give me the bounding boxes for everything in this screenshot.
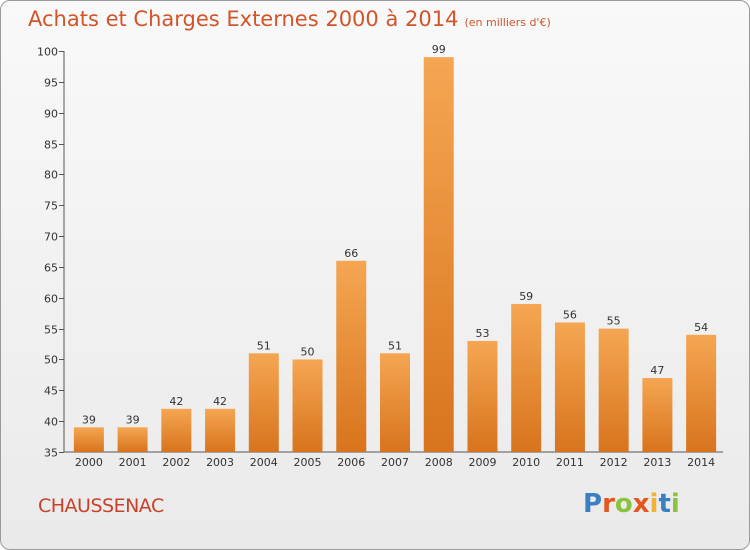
bar [380,353,410,452]
bar-value-label: 99 [432,43,446,56]
bar [73,427,104,452]
y-tick-label: 35 [44,447,58,460]
x-tick-label: 2001 [119,456,147,469]
y-tick-label: 90 [44,108,58,121]
x-tick-label: 2008 [425,456,453,469]
y-tick-label: 40 [44,416,58,429]
bar [467,340,498,452]
town-name: CHAUSSENAC [38,495,164,517]
bar [554,322,585,452]
y-tick-label: 65 [44,262,58,275]
x-tick-label: 2004 [250,456,278,469]
bar [598,328,629,452]
y-tick-label: 100 [37,46,58,59]
bar-value-label: 55 [607,315,621,328]
y-tick-label: 60 [44,293,58,306]
x-tick-label: 2000 [75,456,103,469]
chart-title-text: Achats et Charges Externes 2000 à 2014 [28,7,459,31]
logo-letter: i [670,489,680,519]
x-tick-label: 2002 [162,456,190,469]
y-tick-label: 50 [44,354,58,367]
logo-letter: r [602,489,615,519]
bar [117,427,148,452]
y-tick-label: 80 [44,169,58,182]
bar-value-label: 51 [257,339,271,352]
bar-value-label: 51 [388,339,402,352]
y-tick-label: 75 [44,200,58,213]
bar [161,408,192,452]
y-tick-label: 70 [44,231,58,244]
x-tick-label: 2012 [600,456,628,469]
bar [511,303,542,452]
x-tick-label: 2009 [468,456,496,469]
bar-value-label: 42 [169,395,183,408]
bar-value-label: 53 [475,327,489,340]
bar [642,377,673,452]
logo-letter: i [649,489,659,519]
logo-letter: o [614,489,633,519]
logo-letter: x [632,489,650,519]
chart-title: Achats et Charges Externes 2000 à 2014 (e… [28,7,551,31]
bar-value-label: 39 [82,413,96,426]
bar [686,334,717,452]
bar-value-label: 56 [563,308,577,321]
bar-value-label: 66 [344,247,358,260]
bar-value-label: 54 [694,321,708,334]
logo-letter: t [658,489,671,519]
bar [248,353,279,452]
bar [423,57,454,453]
bar-value-label: 59 [519,290,533,303]
y-tick-label: 55 [44,324,58,337]
y-tick-label: 45 [44,385,58,398]
x-tick-label: 2007 [381,456,409,469]
bar-value-label: 47 [650,364,664,377]
x-tick-label: 2011 [556,456,584,469]
bar-value-label: 50 [301,345,315,358]
bar-value-label: 39 [126,413,140,426]
y-tick-label: 95 [44,77,58,90]
chart-unit: (en milliers d'€) [464,16,551,29]
y-tick-label: 85 [44,139,58,152]
bar [205,408,236,452]
bar [292,359,323,452]
x-tick-label: 2006 [337,456,365,469]
logo-letter: P [583,489,603,519]
x-tick-label: 2010 [512,456,540,469]
bar [336,260,367,452]
x-tick-label: 2003 [206,456,234,469]
x-tick-label: 2013 [643,456,671,469]
proxiti-logo: Proxiti [583,489,680,519]
x-tick-label: 2014 [687,456,715,469]
x-tick-label: 2005 [294,456,322,469]
bar-value-label: 42 [213,395,227,408]
